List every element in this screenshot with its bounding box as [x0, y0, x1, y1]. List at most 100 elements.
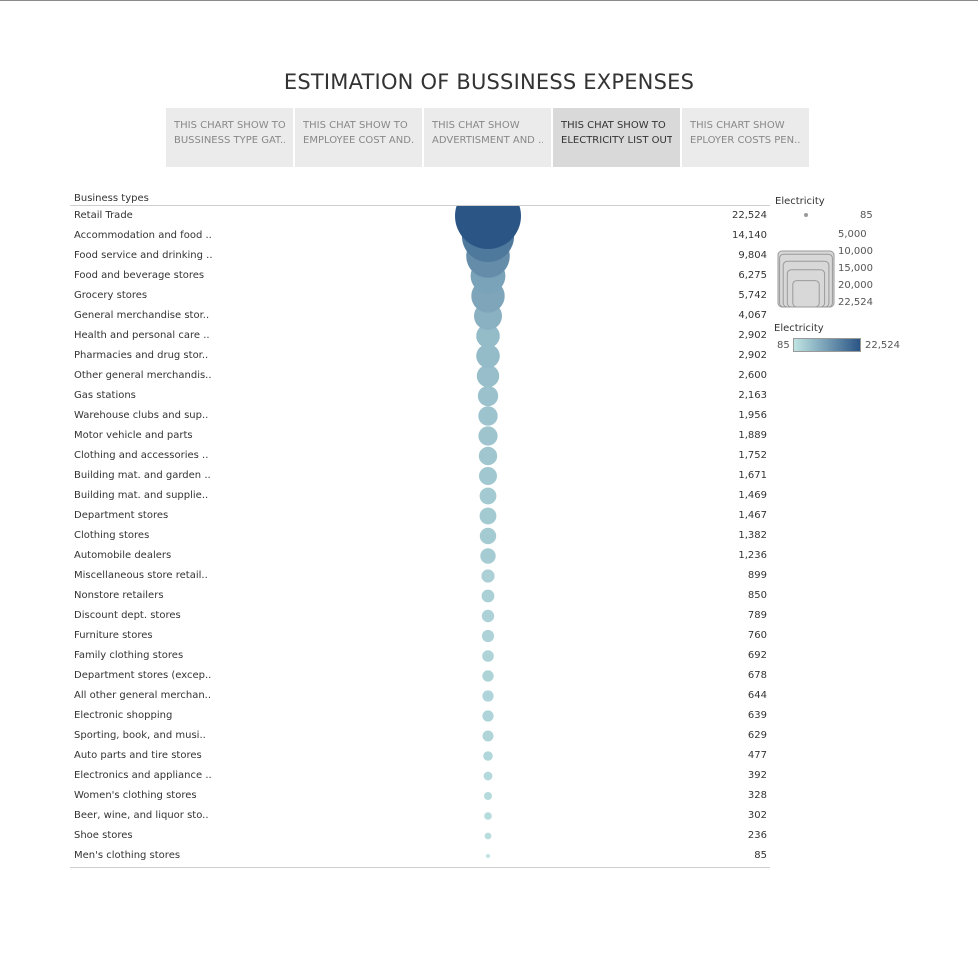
- row-value-label: 302: [747, 810, 767, 821]
- tab-line1: THIS CHAT SHOW TO: [561, 120, 666, 131]
- bubble-mark[interactable]: [484, 792, 492, 800]
- bubble-mark[interactable]: [484, 832, 492, 840]
- tab-bussiness-type[interactable]: THIS CHART SHOW TO BUSSINESS TYPE GAT..: [166, 108, 293, 167]
- bubble-mark[interactable]: [476, 364, 500, 388]
- tab-line1: THIS CHART SHOW TO: [174, 120, 285, 131]
- color-legend-max: 22,524: [865, 340, 900, 351]
- size-legend-label: 10,000: [838, 246, 873, 257]
- bubble-mark[interactable]: [486, 854, 490, 858]
- row-value-label: 392: [747, 770, 767, 781]
- row-value-label: 1,469: [738, 490, 767, 501]
- bubble-mark[interactable]: [478, 426, 498, 446]
- tab-line2: EPLOYER COSTS PEN..: [690, 135, 801, 146]
- row-value-label: 328: [747, 790, 767, 801]
- row-value-label: 760: [747, 630, 767, 641]
- row-label: Sporting, book, and musi..: [74, 730, 206, 741]
- row-value-label: 1,889: [738, 430, 767, 441]
- row-label: Accommodation and food ..: [74, 230, 212, 241]
- row-label: Department stores (excep..: [74, 670, 212, 681]
- row-label: Clothing and accessories ..: [74, 450, 209, 461]
- bubble-mark[interactable]: [481, 589, 495, 603]
- row-label: Women's clothing stores: [74, 790, 197, 801]
- tab-employer-costs[interactable]: THIS CHART SHOW EPLOYER COSTS PEN..: [682, 108, 809, 167]
- row-label: Motor vehicle and parts: [74, 430, 193, 441]
- bubble-mark[interactable]: [479, 487, 497, 505]
- tab-line1: THIS CHART SHOW: [690, 120, 785, 131]
- bubble-mark[interactable]: [478, 406, 498, 426]
- row-label: Building mat. and supplie..: [74, 490, 209, 501]
- row-label: Food and beverage stores: [74, 270, 205, 281]
- row-value-label: 789: [747, 610, 767, 621]
- bubble-mark[interactable]: [483, 751, 493, 761]
- row-label: Shoe stores: [74, 830, 133, 841]
- row-value-label: 4,067: [738, 310, 767, 321]
- row-value-label: 678: [747, 670, 767, 681]
- tab-employee-cost[interactable]: THIS CHAT SHOW TO EMPLOYEE COST AND..: [295, 108, 422, 167]
- tab-electricity[interactable]: THIS CHAT SHOW TO ELECTRICITY LIST OUT: [553, 108, 680, 167]
- row-label: Furniture stores: [74, 630, 153, 641]
- row-label: Automobile dealers: [74, 550, 172, 561]
- bubble-mark[interactable]: [482, 710, 494, 722]
- row-label: Men's clothing stores: [74, 850, 181, 861]
- bubble-mark[interactable]: [476, 324, 500, 348]
- bubble-mark[interactable]: [484, 812, 492, 820]
- bubble-mark[interactable]: [481, 609, 495, 623]
- tab-advertisment[interactable]: THIS CHAT SHOW ADVERTISMENT AND ..: [424, 108, 551, 167]
- size-legend-label: 22,524: [838, 297, 873, 308]
- bubble-mark[interactable]: [482, 670, 494, 682]
- row-value-label: 14,140: [732, 230, 767, 241]
- tab-line2: BUSSINESS TYPE GAT..: [174, 135, 285, 146]
- row-value-label: 692: [747, 650, 767, 661]
- color-legend-min: 85: [777, 340, 790, 351]
- row-label: Gas stations: [74, 390, 136, 401]
- row-value-label: 236: [747, 830, 767, 841]
- row-header: Business types: [74, 193, 149, 204]
- row-label: Beer, wine, and liquor sto..: [74, 810, 209, 821]
- size-legend-label: 5,000: [838, 229, 867, 240]
- bubble-mark[interactable]: [477, 385, 499, 407]
- row-label: General merchandise stor..: [74, 310, 210, 321]
- story-tabs: THIS CHART SHOW TO BUSSINESS TYPE GAT.. …: [166, 108, 811, 167]
- bubble-mark[interactable]: [479, 467, 497, 485]
- row-value-label: 2,902: [738, 350, 767, 361]
- row-label: Nonstore retailers: [74, 590, 164, 601]
- row-value-label: 85: [754, 850, 767, 861]
- bubble-mark[interactable]: [479, 527, 497, 545]
- bubble-mark[interactable]: [476, 344, 500, 368]
- row-label: Discount dept. stores: [74, 610, 181, 621]
- bubble-mark[interactable]: [482, 690, 494, 702]
- row-value-label: 1,752: [738, 450, 767, 461]
- bubble-mark[interactable]: [482, 730, 494, 742]
- row-label: Auto parts and tire stores: [74, 750, 202, 761]
- bubble-mark[interactable]: [481, 629, 495, 643]
- row-label: Family clothing stores: [74, 650, 184, 661]
- tab-line1: THIS CHAT SHOW: [432, 120, 520, 131]
- row-value-label: 644: [747, 690, 767, 701]
- bubble-mark[interactable]: [482, 650, 494, 662]
- bubble-mark[interactable]: [480, 548, 496, 564]
- row-value-label: 5,742: [738, 290, 767, 301]
- tab-line2: EMPLOYEE COST AND..: [303, 135, 414, 146]
- row-label: All other general merchan..: [74, 690, 212, 701]
- bubble-mark[interactable]: [479, 507, 497, 525]
- row-value-label: 639: [747, 710, 767, 721]
- row-value-label: 2,902: [738, 330, 767, 341]
- row-value-label: 9,804: [738, 250, 767, 261]
- bubble-mark[interactable]: [483, 771, 493, 781]
- row-value-label: 850: [747, 590, 767, 601]
- tab-line2: ELECTRICITY LIST OUT: [561, 135, 672, 146]
- tab-line2: ADVERTISMENT AND ..: [432, 135, 543, 146]
- row-value-label: 629: [747, 730, 767, 741]
- row-value-label: 2,600: [738, 370, 767, 381]
- row-label: Pharmacies and drug stor..: [74, 350, 209, 361]
- row-label: Health and personal care ..: [74, 330, 210, 341]
- bubble-mark[interactable]: [481, 569, 495, 583]
- row-label: Retail Trade: [74, 210, 133, 221]
- color-legend-title: Electricity: [774, 323, 824, 334]
- size-legend-label: 20,000: [838, 280, 873, 291]
- tab-line1: THIS CHAT SHOW TO: [303, 120, 408, 131]
- bubble-mark[interactable]: [455, 183, 521, 249]
- bubble-mark[interactable]: [478, 446, 498, 466]
- row-label: Grocery stores: [74, 290, 148, 301]
